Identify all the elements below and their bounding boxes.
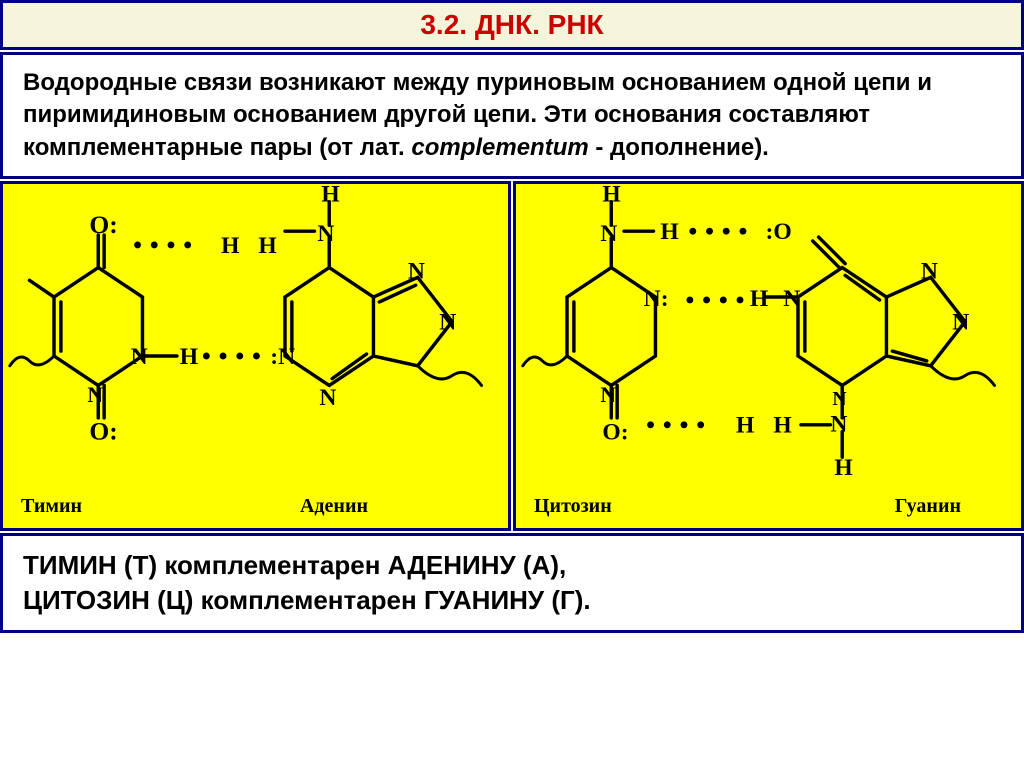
svg-text:H: H xyxy=(834,455,852,481)
svg-text::O: :O xyxy=(766,219,792,245)
summary-line-2: ЦИТОЗИН (Ц) комплементарен ГУАНИНУ (Г). xyxy=(23,583,1001,618)
svg-text:H: H xyxy=(602,184,620,208)
desc-part2: - дополнение). xyxy=(589,134,769,161)
svg-text:H: H xyxy=(180,344,198,370)
svg-text:N: N xyxy=(600,383,616,407)
svg-text:N: N xyxy=(87,383,103,407)
svg-text:N: N xyxy=(317,221,334,247)
svg-text:H: H xyxy=(773,413,791,439)
svg-text:H: H xyxy=(221,233,239,259)
svg-text:N: N xyxy=(439,310,456,336)
svg-text:N: N xyxy=(832,388,846,410)
svg-text:O:: O: xyxy=(602,420,628,446)
thymine-adenine-panel: O: O: N H N xyxy=(0,181,511,531)
svg-text:N: N xyxy=(783,286,800,312)
svg-text:N: N xyxy=(952,310,969,336)
svg-text:N:: N: xyxy=(644,286,669,312)
cytosine-guanine-panel: N H H N: O: N xyxy=(513,181,1024,531)
description-text: Водородные связи возникают между пуринов… xyxy=(23,67,1001,164)
svg-text::N: :N xyxy=(270,344,295,370)
page-title: 3.2. ДНК. РНК xyxy=(420,9,603,40)
cytosine-guanine-structure: N H H N: O: N xyxy=(516,184,1021,528)
description-box: Водородные связи возникают между пуринов… xyxy=(0,52,1024,179)
svg-text:H: H xyxy=(736,413,754,439)
svg-text:N: N xyxy=(408,259,425,285)
svg-text:O:: O: xyxy=(89,417,117,446)
title-bar: 3.2. ДНК. РНК xyxy=(0,0,1024,50)
thymine-adenine-structure: O: O: N H N xyxy=(3,184,508,528)
svg-text:H: H xyxy=(321,184,339,208)
svg-text:H: H xyxy=(660,219,678,245)
svg-text:N: N xyxy=(830,412,847,438)
svg-text:N: N xyxy=(600,221,617,247)
svg-text:H: H xyxy=(258,233,276,259)
summary-box: ТИМИН (Т) комплементарен АДЕНИНУ (А), ЦИ… xyxy=(0,533,1024,633)
svg-text:H: H xyxy=(750,286,768,312)
guanine-label: Гуанин xyxy=(895,495,961,518)
svg-text:N: N xyxy=(921,259,938,285)
desc-italic: complementum xyxy=(411,134,588,161)
cytosine-label: Цитозин xyxy=(534,495,612,518)
svg-text:N: N xyxy=(131,344,148,370)
diagram-row: O: O: N H N xyxy=(0,181,1024,531)
thymine-label: Тимин xyxy=(21,495,82,518)
adenine-label: Аденин xyxy=(300,495,368,518)
svg-text:O:: O: xyxy=(89,210,117,239)
summary-line-1: ТИМИН (Т) комплементарен АДЕНИНУ (А), xyxy=(23,548,1001,583)
svg-text:N: N xyxy=(319,385,336,411)
